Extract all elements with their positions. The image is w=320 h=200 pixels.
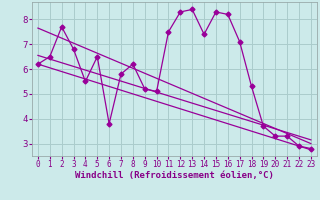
- X-axis label: Windchill (Refroidissement éolien,°C): Windchill (Refroidissement éolien,°C): [75, 171, 274, 180]
